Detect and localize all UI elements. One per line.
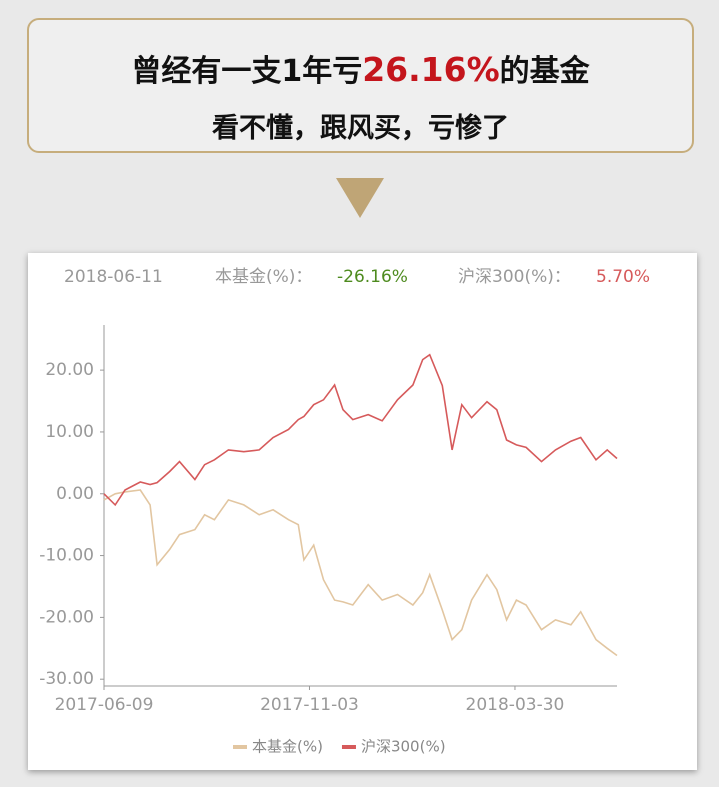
y-tick-label: 10.00: [45, 422, 94, 442]
y-tick-label: -30.00: [39, 669, 94, 689]
x-tick-label: 2017-11-03: [260, 695, 359, 715]
chart: 2018-06-11 本基金(%)： -26.16% 沪深300(%)： 5.7…: [39, 267, 650, 756]
x-tick-label: 2017-06-09: [55, 695, 154, 715]
series-line: [103, 353, 618, 507]
headline-text: 曾经有一支1年亏: [131, 54, 363, 89]
x-tick-label: 2018-03-30: [466, 695, 565, 715]
y-tick-label: 20.00: [45, 360, 94, 380]
headline-text: 的基金: [499, 54, 590, 89]
header-value: -26.16%: [337, 267, 408, 287]
headline: 曾经有一支1年亏26.16%的基金: [29, 46, 692, 90]
y-tick-label: 0.00: [56, 484, 94, 504]
series-line: [103, 489, 618, 657]
arrow-shape: [336, 178, 384, 218]
header-label: 沪深300(%)：: [458, 267, 571, 287]
subheadline: 看不懂，跟风买，亏惨了: [212, 113, 509, 144]
legend-label: 本基金(%): [252, 738, 323, 756]
header-value: 5.70%: [596, 267, 650, 287]
legend-label: 沪深300(%): [361, 738, 446, 756]
y-tick-label: -20.00: [39, 607, 94, 627]
headline-highlight: 26.16%: [362, 50, 500, 89]
arrow: [336, 178, 384, 218]
header-date: 2018-06-11: [64, 267, 163, 287]
chart-card: 2018-06-11 本基金(%)： -26.16% 沪深300(%)： 5.7…: [28, 253, 697, 770]
y-tick-label: -10.00: [39, 546, 94, 566]
header-label: 本基金(%)：: [215, 267, 312, 287]
banner: 曾经有一支1年亏26.16%的基金 看不懂，跟风买，亏惨了: [27, 18, 694, 153]
